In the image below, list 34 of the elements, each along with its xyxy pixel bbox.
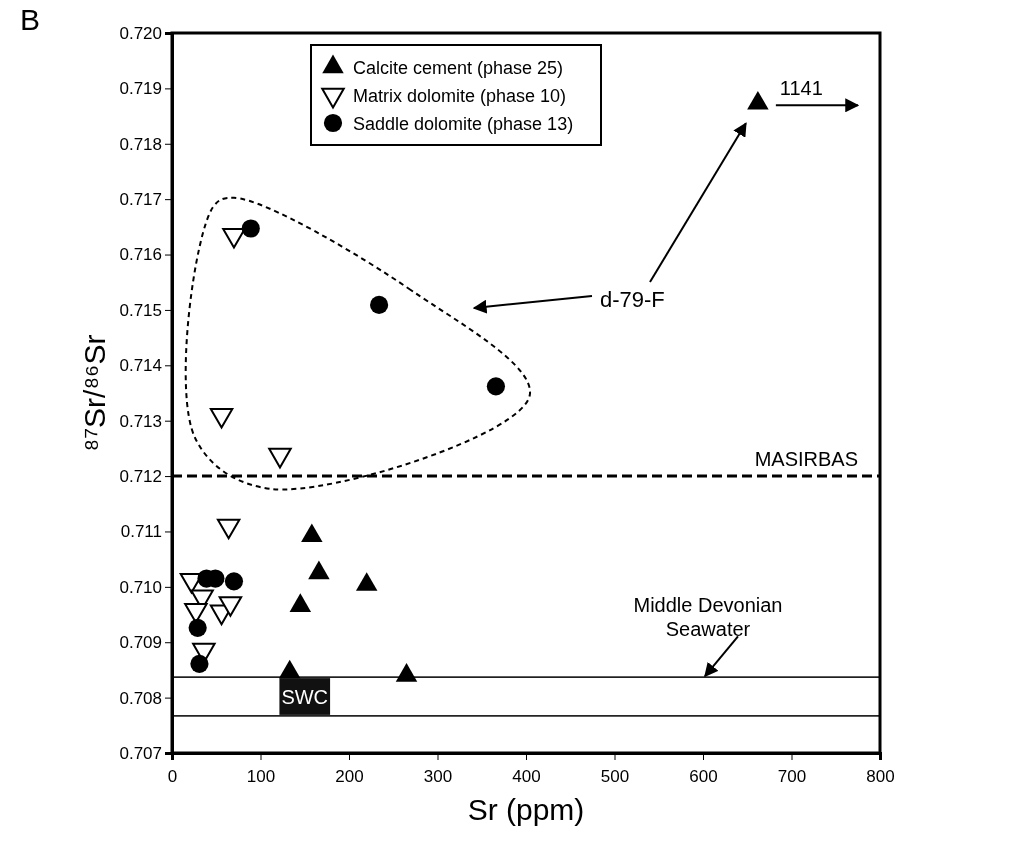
x-tick-label: 0 [167, 766, 178, 786]
x-tick-label: 800 [866, 766, 895, 786]
x-tick-label: 600 [689, 766, 718, 786]
y-tick-label: 0.717 [119, 190, 162, 210]
annotation: d-79-F [600, 287, 665, 312]
x-tick-label: 300 [423, 766, 453, 786]
y-tick-label: 0.708 [119, 688, 162, 708]
ref-line-label: MASIRBAS [754, 448, 858, 471]
x-tick-label: 500 [600, 766, 630, 786]
y-tick-label: 0.709 [119, 633, 162, 653]
legend-label: Saddle dolomite (phase 13) [353, 114, 574, 134]
band-label: SWC [281, 685, 329, 708]
y-tick-label: 0.710 [119, 577, 162, 597]
legend-label: Calcite cement (phase 25) [353, 58, 564, 78]
y-tick-label: 0.714 [119, 356, 162, 376]
y-tick-label: 0.716 [119, 245, 162, 265]
y-tick-label: 0.711 [120, 522, 162, 542]
text: B [20, 3, 41, 36]
y-tick-label: 0.720 [119, 23, 162, 43]
y-tick-label: 0.719 [119, 79, 162, 99]
y-tick-label: 0.712 [119, 467, 162, 487]
x-tick-label: 400 [512, 766, 541, 786]
y-tick-label: 0.715 [119, 300, 162, 320]
annotation: 1141 [779, 77, 823, 100]
y-tick-label: 0.718 [119, 134, 162, 154]
annotation: Middle Devonian Seawater [633, 594, 783, 641]
x-tick-label: 100 [246, 766, 276, 786]
x-tick-label: 700 [777, 766, 807, 786]
legend-label: Matrix dolomite (phase 10) [353, 86, 567, 106]
y-tick-label: 0.713 [119, 411, 162, 431]
x-axis-title: Sr (ppm) [467, 793, 585, 826]
y-axis-title: ⁸⁷Sr/⁸⁶Sr [78, 334, 111, 452]
y-tick-label: 0.707 [119, 743, 162, 763]
x-tick-label: 200 [335, 766, 364, 786]
